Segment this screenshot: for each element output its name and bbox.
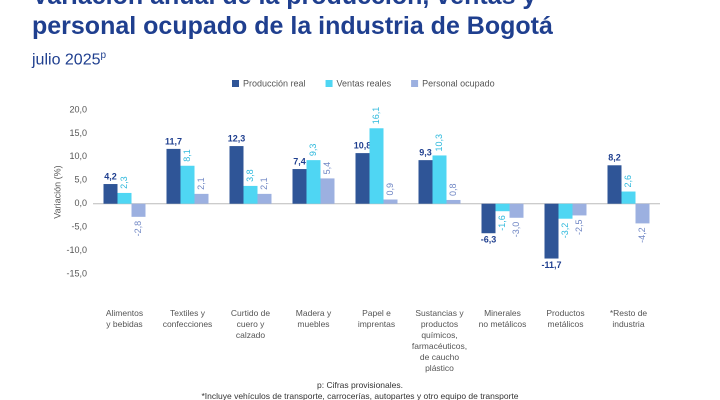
bar [544, 203, 559, 259]
bar [117, 192, 132, 204]
bar [481, 203, 496, 234]
value-label: 0,9 [385, 183, 395, 196]
value-label: 9,3 [308, 144, 318, 157]
value-label: 8,2 [608, 153, 621, 163]
bar [355, 153, 370, 204]
value-label: 0,8 [448, 183, 458, 196]
bar [369, 128, 384, 204]
bar [418, 160, 433, 204]
bar [306, 160, 321, 204]
bar [320, 178, 335, 204]
x-tick-label: *Resto de industria [609, 308, 648, 329]
chart-title: Variación anual de la producción, ventas… [32, 0, 553, 40]
value-label: -2,5 [574, 219, 584, 235]
bar [607, 165, 622, 204]
value-label: 10,8 [354, 140, 372, 150]
legend-label: Producción real [243, 78, 306, 88]
x-tick-label: Productos metálicos [546, 308, 585, 329]
legend-swatch [232, 80, 239, 87]
value-label: 9,3 [419, 148, 432, 158]
x-tick-label: Papel e imprentas [357, 308, 396, 329]
value-label: 11,7 [165, 136, 182, 146]
bar [621, 191, 636, 204]
x-tick-label: Minerales no metálicos [478, 308, 527, 329]
y-tick-label: 15,0 [69, 128, 87, 138]
chart-subtitle: julio 2025p [32, 50, 106, 69]
y-tick-label: 5,0 [74, 175, 87, 185]
x-tick-label: Madera y muebles [295, 308, 332, 329]
bar [292, 169, 307, 204]
bar [180, 165, 195, 204]
value-label: 7,4 [293, 156, 306, 166]
value-label: 10,3 [434, 134, 444, 152]
y-tick-label: -15,0 [66, 268, 87, 278]
value-label: 16,1 [371, 107, 381, 125]
legend-swatch [411, 80, 419, 87]
bar [131, 203, 146, 217]
y-axis-label: Variación (%) [52, 165, 62, 218]
y-tick-label: -10,0 [66, 245, 87, 255]
bar [572, 203, 587, 216]
value-label: 3,8 [245, 169, 255, 182]
value-label: -11,7 [541, 260, 561, 270]
value-label: 2,6 [623, 175, 633, 188]
value-label: 5,4 [322, 162, 332, 175]
x-tick-label: Alimentos y bebidas [105, 308, 144, 329]
value-label: 12,3 [228, 133, 246, 143]
footnote: *Incluye vehículos de transporte, carroc… [201, 391, 519, 400]
value-label: -3,2 [560, 223, 570, 239]
value-label: 4,2 [104, 171, 117, 181]
legend-swatch [325, 80, 333, 87]
value-label: -1,6 [497, 215, 507, 231]
y-tick-label: 10,0 [69, 151, 87, 161]
bar [432, 155, 447, 204]
bar [257, 193, 272, 204]
value-label: -2,8 [133, 221, 143, 237]
bar [243, 185, 258, 204]
x-tick-label: Sustancias y productos químicos, farmacé… [411, 308, 468, 373]
bar [194, 193, 209, 204]
bar [166, 148, 181, 204]
y-tick-label: 20,0 [69, 104, 87, 114]
value-label: -6,3 [481, 235, 497, 245]
x-tick-label: Curtido de cuero y calzado [230, 308, 271, 340]
bar [446, 199, 461, 204]
y-tick-label: -5,0 [71, 222, 87, 232]
bar [635, 203, 650, 224]
legend-label: Ventas reales [337, 78, 392, 88]
x-tick-label: Textiles y confecciones [162, 308, 213, 329]
bar [103, 184, 118, 204]
value-label: 2,3 [119, 176, 129, 189]
value-label: -4,2 [637, 227, 647, 243]
legend-label: Personal ocupado [422, 78, 495, 88]
bar [229, 146, 244, 204]
value-label: -3,0 [511, 222, 521, 238]
y-tick-label: 0,0 [74, 198, 87, 208]
bar [383, 199, 398, 204]
bar [558, 203, 573, 219]
bar [509, 203, 524, 218]
value-label: 2,1 [259, 177, 269, 190]
footnote: p: Cifras provisionales. [317, 380, 403, 390]
subtitle-sup: p [100, 50, 107, 61]
value-label: 8,1 [182, 149, 192, 162]
bar [495, 203, 510, 212]
value-label: 2,1 [196, 177, 206, 190]
subtitle-text: julio 2025 [32, 51, 101, 69]
